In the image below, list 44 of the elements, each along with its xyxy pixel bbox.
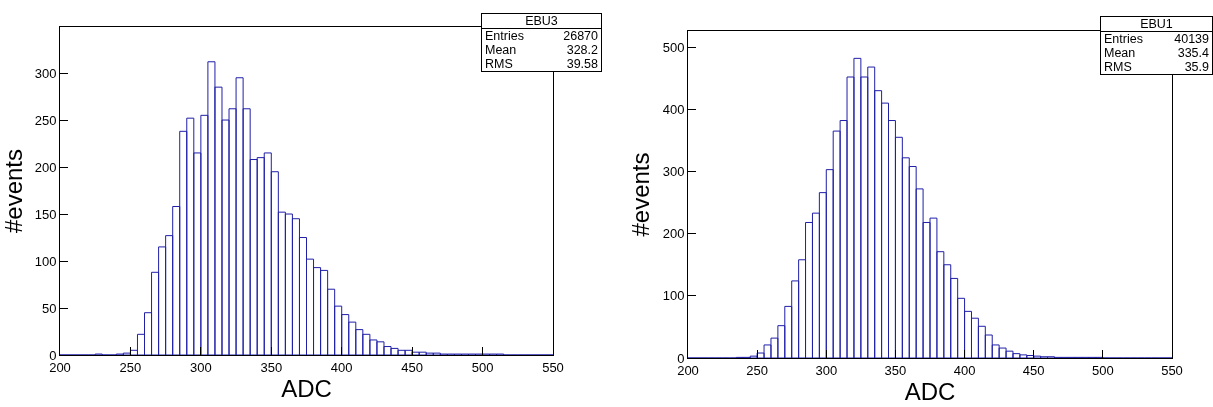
text: 39.58 [566, 57, 598, 71]
x-tick-label: 300 [815, 362, 838, 378]
x-tick-label: 500 [471, 359, 494, 375]
y-tick-label: 300 [34, 65, 57, 81]
y-axis-title: #events [626, 152, 654, 237]
annotation: Entries [1104, 32, 1143, 46]
y-tick-label: 400 [662, 101, 685, 117]
text: 26870 [563, 29, 598, 43]
x-tick-label: 250 [119, 359, 142, 375]
y-tick-label: 0 [49, 347, 57, 363]
text: 40139 [1174, 32, 1209, 46]
x-axis-title: ADC [904, 377, 956, 405]
annotation: Entries [485, 29, 524, 43]
annotation: RMS [485, 57, 513, 71]
y-tick-label: 200 [662, 226, 685, 242]
annotation: Mean [1104, 46, 1136, 60]
y-tick-label: 200 [34, 159, 57, 175]
y-tick-label: 100 [34, 253, 57, 269]
x-tick-label: 450 [401, 359, 423, 375]
chart-title: EBU3 [482, 14, 601, 29]
annotation: RMS [1104, 60, 1132, 74]
x-tick-label: 400 [953, 362, 976, 378]
chart-title: EBU1 [1101, 17, 1212, 32]
y-tick-label: 100 [662, 288, 685, 304]
x-tick-label: 550 [1161, 362, 1183, 378]
x-tick-label: 450 [1022, 362, 1045, 378]
x-tick-label: 500 [1092, 362, 1114, 378]
y-tick-label: 300 [662, 164, 685, 180]
x-tick-label: 300 [190, 359, 212, 375]
y-tick-label: 500 [662, 39, 685, 55]
x-axis-title: ADC [281, 374, 332, 402]
x-tick-label: 350 [884, 362, 907, 378]
y-axis-title: #events [0, 148, 27, 234]
y-tick-label: 150 [34, 206, 57, 222]
x-tick-label: 400 [330, 359, 353, 375]
text: 328.2 [566, 43, 598, 57]
text: 35.9 [1184, 60, 1209, 74]
y-tick-label: 250 [34, 112, 57, 128]
y-tick-label: 50 [41, 300, 57, 316]
annotation: Mean [485, 43, 517, 57]
x-tick-label: 350 [260, 359, 283, 375]
x-tick-label: 550 [542, 359, 564, 375]
x-tick-label: 250 [746, 362, 768, 378]
text: 335.4 [1177, 46, 1209, 60]
